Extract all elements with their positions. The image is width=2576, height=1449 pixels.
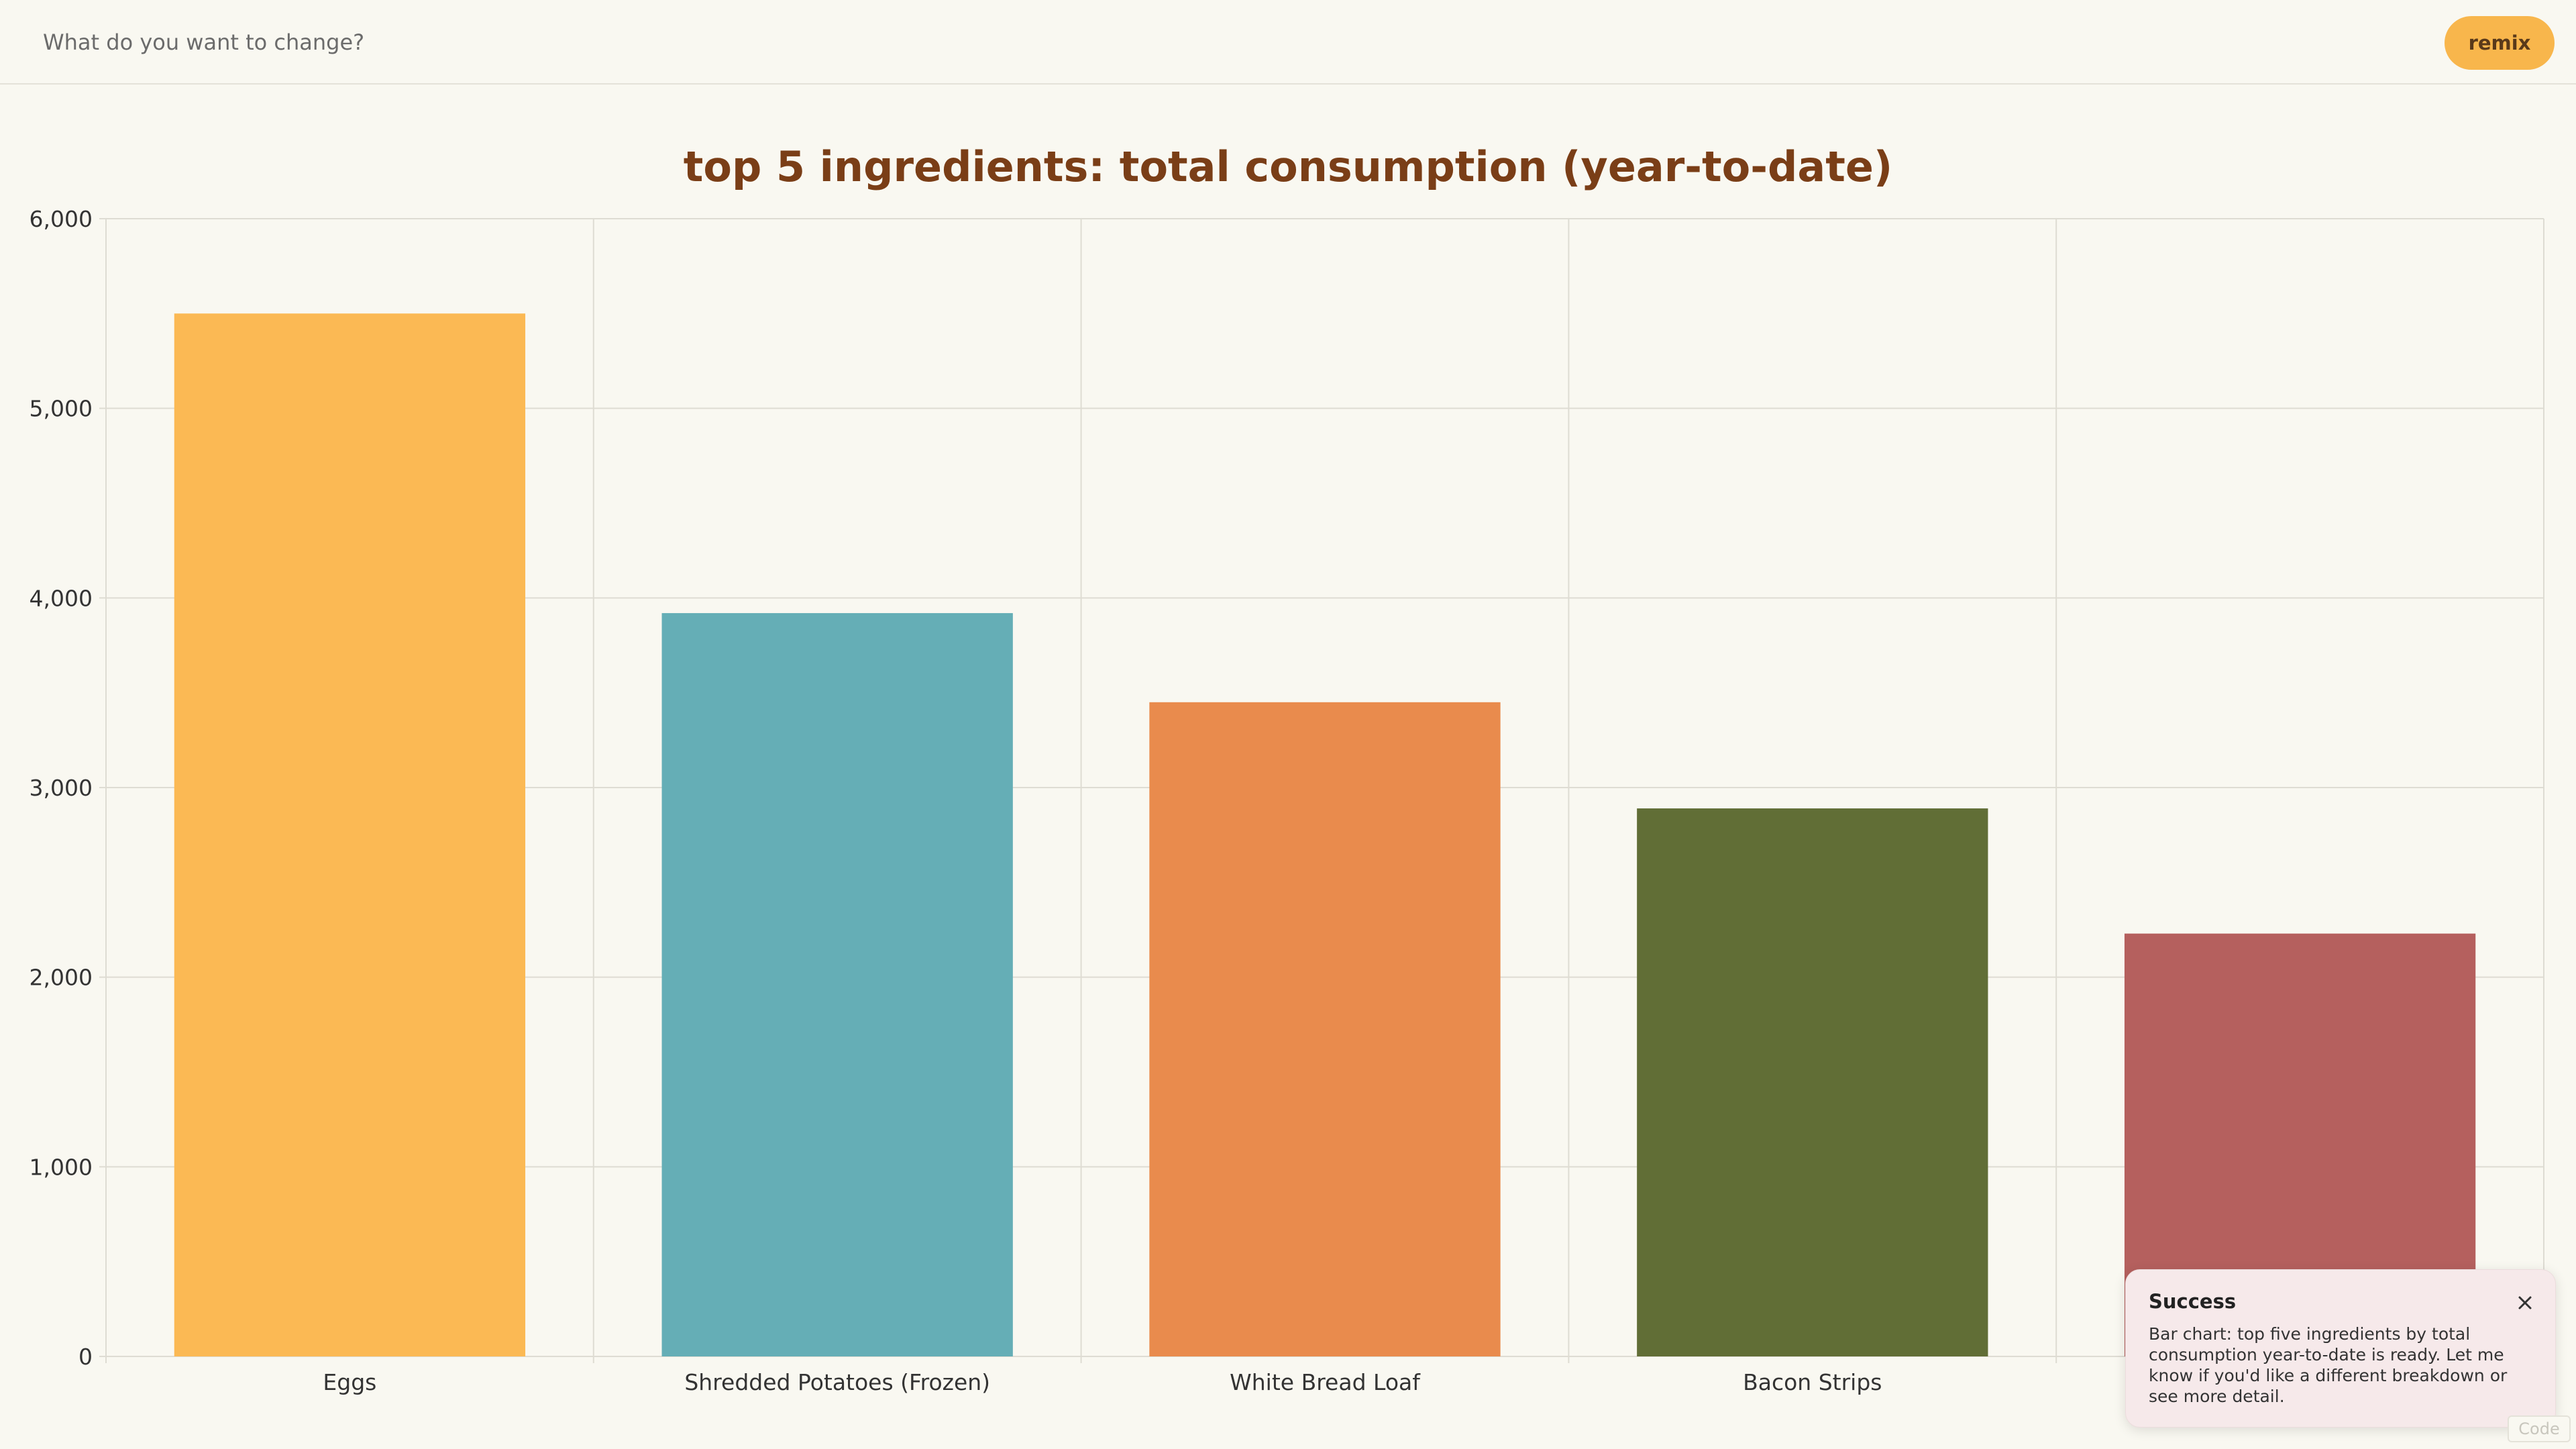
x-tick-label: Shredded Potatoes (Frozen) (684, 1369, 990, 1395)
x-axis-ticks: Eggs Shredded Potatoes (Frozen) White Brea… (323, 1369, 1882, 1395)
y-tick-label: 3,000 (30, 775, 93, 801)
bar (174, 313, 526, 1356)
toast-title: Success (2149, 1290, 2237, 1313)
toast-close-button[interactable] (2514, 1291, 2536, 1314)
y-tick-label: 2,000 (30, 965, 93, 991)
y-tick-label: 0 (78, 1344, 93, 1370)
y-tick-label: 5,000 (30, 396, 93, 422)
y-tick-label: 1,000 (30, 1154, 93, 1180)
close-icon (2518, 1296, 2532, 1309)
toast-message: Bar chart: top five ingredients by total… (2149, 1324, 2508, 1406)
y-tick-label: 4,000 (30, 585, 93, 611)
bar (1637, 808, 1988, 1356)
bar (661, 612, 1013, 1356)
x-tick-label: Eggs (323, 1369, 376, 1395)
remix-button[interactable]: remix (2445, 16, 2555, 70)
change-prompt-input[interactable] (43, 20, 2391, 64)
bar-chart: top 5 ingredients: total consumption (ye… (30, 142, 2544, 1395)
top-bar: remix (0, 0, 2576, 85)
y-tick-label: 6,000 (30, 206, 93, 232)
chart-title: top 5 ingredients: total consumption (ye… (684, 142, 1892, 191)
code-button[interactable]: Code (2508, 1415, 2571, 1442)
chart-bars (174, 313, 2476, 1356)
x-tick-label: White Bread Loaf (1230, 1369, 1421, 1395)
x-tick-label: Bacon Strips (1743, 1369, 1882, 1395)
y-axis-ticks: 0 1,000 2,000 3,000 4,000 5,000 6,000 (30, 206, 93, 1370)
bar (1149, 702, 1501, 1356)
success-toast: Success Bar chart: top five ingredients … (2125, 1269, 2556, 1428)
